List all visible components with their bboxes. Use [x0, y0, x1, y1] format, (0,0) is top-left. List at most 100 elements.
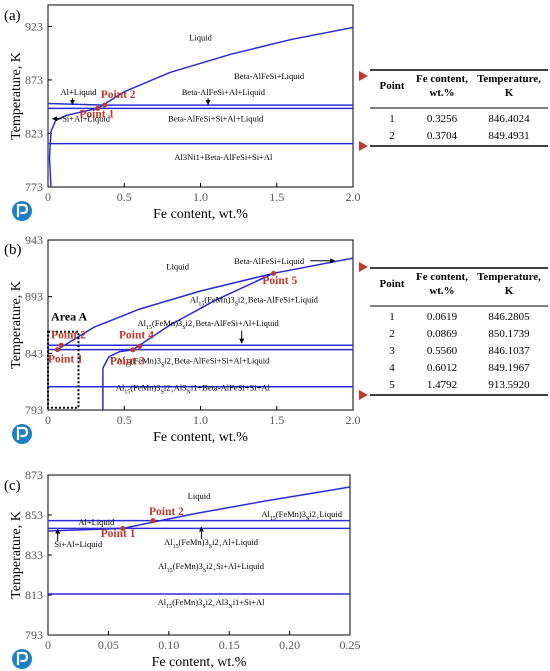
chart-panel-a: (a) 0 0.5 1.0 1.5 2.0 773 823 873 923 Fe content, …	[4, 4, 548, 222]
phase-boundary-line	[48, 102, 353, 106]
table-cell: 3	[389, 345, 395, 357]
x-tick-label: 2.0	[346, 413, 361, 427]
x-tick-label: 1.0	[193, 190, 208, 204]
table-cell: 849.1967	[488, 362, 530, 374]
x-tick-label: 0.5	[117, 413, 132, 427]
table-cell: 913.5920	[488, 379, 530, 391]
chart-panel-b: (b) 0 0.5 1.0 1.5 2.0 793 843 893 943 Fe content, …	[4, 233, 548, 445]
y-tick-label: 873	[25, 468, 43, 482]
region-label: Liquid	[189, 32, 212, 42]
x-tick-label: 0	[45, 190, 51, 204]
phase-boundaries	[48, 486, 350, 595]
region-label: Liquid	[166, 261, 189, 271]
phase-boundaries	[48, 26, 353, 187]
region-label: Si+Al+Liquid	[62, 114, 111, 124]
table-cell: 1	[389, 113, 395, 125]
x-tick-label: 0.15	[219, 638, 240, 652]
table-cell: 846.2805	[488, 311, 530, 323]
table-cell: 849.4931	[488, 130, 529, 142]
y-tick-label: 813	[25, 588, 43, 602]
y-tick-label: 893	[25, 290, 43, 304]
panel-label: (c)	[4, 478, 21, 494]
table-cell: 0.5560	[427, 345, 458, 357]
data-table: Point Fe content, wt.% Temperature, K 1 0.3256…	[359, 69, 548, 151]
x-axis-label: Fe content, wt.%	[152, 655, 247, 670]
region-label: Liquid	[188, 491, 211, 501]
point-marker	[120, 525, 126, 531]
point-marker	[58, 342, 64, 348]
y-tick-label: 793	[25, 403, 43, 417]
y-tick-label: 833	[25, 548, 43, 562]
point-label: Point 5	[262, 275, 297, 287]
table-cell: 5	[389, 379, 395, 391]
y-axis-label: Temperature, K	[9, 281, 24, 369]
x-tick-label: 0.5	[117, 190, 132, 204]
x-tick-label: 0.05	[98, 638, 119, 652]
p-logo-icon	[12, 424, 32, 444]
table-cell: 0.0619	[427, 311, 458, 323]
table-cell: 850.1739	[488, 328, 530, 340]
region-label: Al15(FeMn)3Si2+Beta-AlFeSi+Si+Al+Liquid	[116, 356, 270, 369]
pointer-arrow	[359, 262, 368, 272]
y-tick-label: 873	[25, 73, 43, 87]
table-cell: 1.4792	[427, 379, 457, 391]
y-tick-label: 823	[25, 126, 43, 140]
p-logo-icon	[12, 201, 32, 221]
phase-boundary-line	[57, 257, 353, 351]
table-cell: 846.4024	[488, 113, 530, 125]
x-tick-label: 1.5	[269, 413, 284, 427]
point-marker	[137, 343, 143, 349]
data-table: Point Fe content, wt.% Temperature, K 1 0.0619…	[359, 262, 548, 400]
y-tick-label: 793	[25, 628, 43, 642]
x-tick-label: 2.0	[346, 190, 361, 204]
phase-boundary-line	[102, 349, 133, 410]
pointer-arrow	[359, 71, 368, 81]
point-label: Point 2	[51, 330, 86, 342]
point-label: Point 3	[110, 356, 145, 368]
phase-boundary-line	[132, 272, 274, 351]
point-marker	[271, 270, 277, 276]
point-label: Point 2	[149, 506, 184, 518]
region-label: Al+Liquid	[61, 87, 98, 97]
point-marker	[150, 518, 156, 524]
region-label: Al3Ni1+Beta-AlFeSi+Si+Al	[174, 152, 273, 162]
x-tick-label: 1.5	[269, 190, 284, 204]
y-tick-label: 923	[25, 19, 43, 33]
table-cell: 0.3256	[427, 113, 458, 125]
table-cell: 2	[389, 130, 395, 142]
panel-label: (b)	[4, 242, 22, 258]
region-label: Al15(FeMn)3Si2+Beta-AlFeSi+Liquid	[190, 294, 319, 307]
table-cell: 0.6012	[427, 362, 457, 374]
area-a-box	[47, 330, 80, 409]
region-label: Al15(FeMn)3Si2+Liquid	[261, 509, 342, 522]
region-label: Al15(FeMn)3Si2+Al+Liquid	[164, 537, 259, 550]
region-label: Al15(FeMn)3Si2+Al3Ni1+Si+Al	[158, 597, 265, 610]
point-label: Point 1	[101, 528, 136, 540]
point-label: Point 1	[48, 353, 83, 365]
y-tick-label: 843	[25, 346, 43, 360]
x-tick-label: 0	[45, 638, 51, 652]
region-label: Beta-AlFeSi+Si+Al+Liquid	[168, 114, 264, 124]
table-cell: 2	[389, 328, 395, 340]
region-label: Al+Liquid	[78, 517, 115, 527]
table-header: Temperature, K	[477, 73, 541, 99]
table-header: Temperature, K	[477, 271, 541, 297]
x-axis-label: Fe content, wt.%	[153, 430, 248, 445]
chart-panel-c: (c) 0 0.05 0.10 0.15 0.20 0.25 793 813 833 853 873 F…	[4, 468, 361, 670]
table-header: Point	[379, 80, 404, 92]
y-tick-label: 773	[25, 180, 43, 194]
pointer-arrow	[359, 141, 368, 151]
table-header: Fe content, wt.%	[416, 73, 468, 99]
x-axis-label: Fe content, wt.%	[153, 207, 248, 222]
table-cell: 0.0869	[427, 328, 458, 340]
point-marker	[95, 105, 101, 111]
region-label: Beta-AlFeSi+Liquid	[234, 256, 305, 266]
region-label: Beta-AlFeSi+Liquid	[234, 71, 305, 81]
y-axis-label: Temperature, K	[9, 511, 24, 599]
y-axis-label: Temperature, K	[9, 52, 24, 140]
region-label: Si+Al+Liquid	[54, 539, 103, 549]
y-tick-label: 853	[25, 508, 43, 522]
point-marker	[54, 347, 60, 353]
region-label: Al15(FeMn)3Si2+Al3Ni1+Beta-AlFeSi+Si+Al	[116, 383, 271, 396]
